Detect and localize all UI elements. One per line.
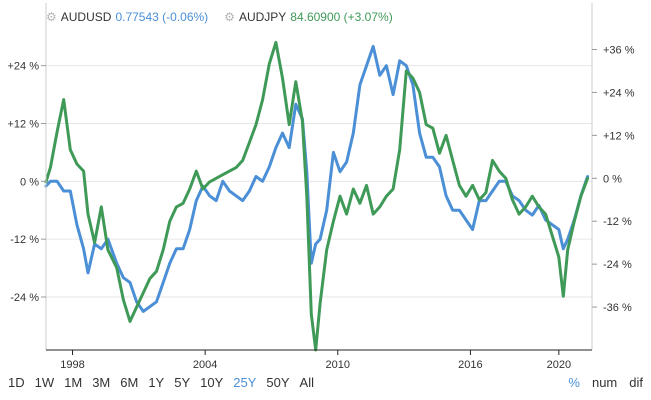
x-axis-tick-label: 2004	[193, 359, 217, 371]
range-selector: 1D 1W 1M 3M 6M 1Y 5Y 10Y 25Y 50Y All	[8, 375, 324, 390]
series-line-audusd	[44, 44, 590, 313]
x-axis-tick-label: 1998	[60, 359, 84, 371]
right-axis-tick-label: +24 %	[603, 87, 635, 99]
right-axis-tick-label: -12 %	[603, 216, 632, 228]
chart-axes: +24 % +12 % 0 % -12 % -24 % +36 % +24 % +12 % 0 …	[8, 3, 635, 371]
range-button-50y[interactable]: 50Y	[266, 375, 290, 390]
chart-gridlines	[46, 65, 592, 298]
legend-value: 84.60900 (+3.07%)	[290, 10, 393, 24]
legend-value: 0.77543 (-0.06%)	[115, 10, 209, 24]
mode-selector: % num dif	[556, 375, 643, 390]
right-axis-tick-label: 0 %	[603, 173, 622, 185]
right-axis-tick-label: +36 %	[603, 45, 635, 57]
range-button-1y[interactable]: 1Y	[148, 375, 165, 390]
range-button-1w[interactable]: 1W	[34, 375, 55, 390]
x-axis-tick-label: 2020	[547, 359, 571, 371]
legend-symbol: AUDJPY	[238, 10, 287, 24]
left-axis-tick-label: -12 %	[10, 234, 39, 246]
left-axis-tick-label: 0 %	[20, 176, 39, 188]
right-axis-tick-label: -24 %	[603, 259, 632, 271]
left-axis-tick-label: -24 %	[10, 292, 39, 304]
range-button-all[interactable]: All	[299, 375, 314, 390]
right-axis-tick-label: -36 %	[603, 302, 632, 314]
range-button-1m[interactable]: 1M	[64, 375, 83, 390]
x-axis-tick-label: 2010	[326, 359, 350, 371]
range-button-6m[interactable]: 6M	[120, 375, 139, 390]
gear-icon[interactable]: ⚙	[46, 10, 57, 24]
mode-button-dif[interactable]: dif	[629, 375, 643, 390]
chart-series	[44, 40, 590, 352]
x-axis-tick-label: 2016	[458, 359, 482, 371]
range-button-10y[interactable]: 10Y	[200, 375, 224, 390]
range-button-5y[interactable]: 5Y	[174, 375, 191, 390]
left-axis-tick-label: +12 %	[8, 118, 40, 130]
mode-button-num[interactable]: num	[591, 375, 618, 390]
left-axis-tick-label: +24 %	[8, 61, 40, 73]
range-button-3m[interactable]: 3M	[92, 375, 111, 390]
legend-item-audjpy[interactable]: ⚙ AUDJPY 84.60900 (+3.07%)	[224, 10, 393, 24]
series-line-audjpy	[44, 40, 590, 352]
range-button-25y[interactable]: 25Y	[233, 375, 257, 390]
legend-item-audusd[interactable]: ⚙ AUDUSD 0.77543 (-0.06%)	[46, 10, 208, 24]
legend-symbol: AUDUSD	[60, 10, 112, 24]
right-axis-tick-label: +12 %	[603, 130, 635, 142]
range-button-1d[interactable]: 1D	[8, 375, 25, 390]
chart-legend: ⚙ AUDUSD 0.77543 (-0.06%) ⚙ AUDJPY 84.60…	[46, 8, 409, 26]
gear-icon[interactable]: ⚙	[224, 10, 235, 24]
mode-button-percent[interactable]: %	[568, 375, 580, 390]
chart-toolbar: 1D 1W 1M 3M 6M 1Y 5Y 10Y 25Y 50Y All % num dif	[8, 375, 643, 393]
